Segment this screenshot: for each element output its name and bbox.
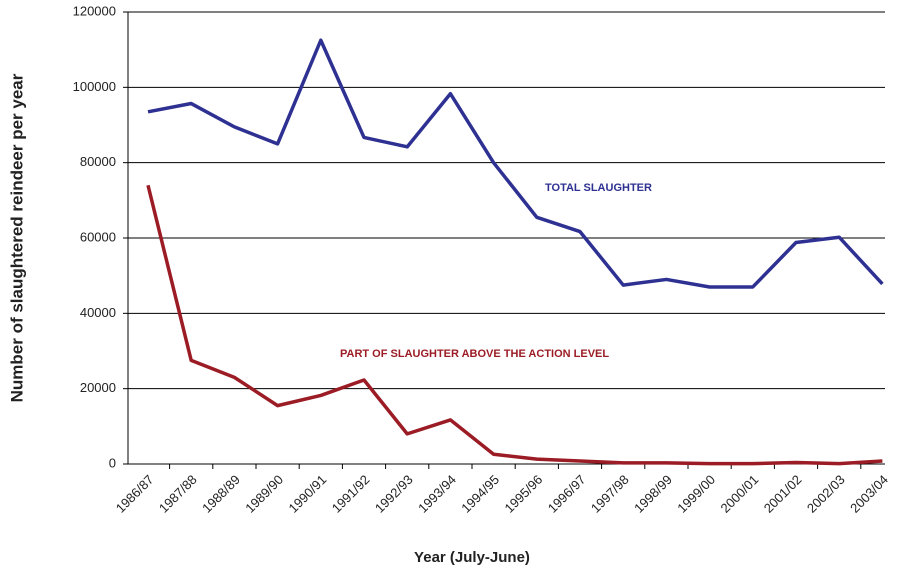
y-tick-label: 20000 [80,380,116,395]
x-tick-label: 1986/87 [113,472,157,516]
y-tick-label: 60000 [80,229,116,244]
y-tick-label: 0 [109,455,116,470]
x-tick-label: 2001/02 [761,472,805,516]
x-tick-label: 1994/95 [458,472,502,516]
x-tick-label: 1996/97 [545,472,589,516]
x-tick-label: 1991/92 [329,472,373,516]
y-tick-label: 120000 [73,3,116,18]
x-tick-label: 2003/04 [847,472,891,516]
x-tick-label: 1993/94 [415,472,459,516]
y-axis-label: Number of slaughtered reindeer per year [7,73,26,402]
x-axis-label: Year (July-June) [414,549,530,566]
x-tick-label: 1990/91 [286,472,330,516]
y-tick-label: 40000 [80,305,116,320]
x-tick-label: 1998/99 [631,472,675,516]
y-tick-label: 100000 [73,79,116,94]
x-tick-label: 1988/89 [199,472,243,516]
x-tick-label: 1995/96 [502,472,546,516]
series-label: TOTAL SLAUGHTER [545,182,652,194]
y-tick-label: 80000 [80,154,116,169]
line [147,38,884,289]
x-tick-label: 2000/01 [718,472,762,516]
x-tick-label: 1987/88 [156,472,200,516]
line [146,184,883,466]
x-tick-label: 1999/00 [674,472,718,516]
x-tick-label: 1992/93 [372,472,416,516]
x-tick-label: 1997/98 [588,472,632,516]
series-label: PART OF SLAUGHTER ABOVE THE ACTION LEVEL [340,348,609,360]
x-tick-label: 2002/03 [804,472,848,516]
x-tick-label: 1989/90 [242,472,286,516]
